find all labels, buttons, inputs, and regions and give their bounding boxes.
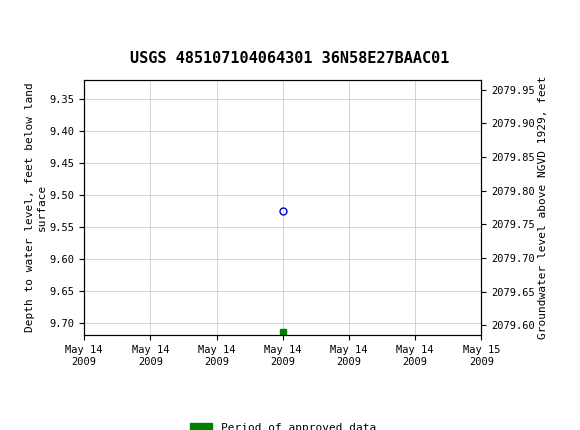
Y-axis label: Depth to water level, feet below land
surface: Depth to water level, feet below land su… xyxy=(25,83,46,332)
Text: USGS 485107104064301 36N58E27BAAC01: USGS 485107104064301 36N58E27BAAC01 xyxy=(130,51,450,65)
Legend: Period of approved data: Period of approved data xyxy=(185,418,380,430)
Y-axis label: Groundwater level above NGVD 1929, feet: Groundwater level above NGVD 1929, feet xyxy=(538,76,548,339)
Text: ≋USGS: ≋USGS xyxy=(7,12,61,30)
